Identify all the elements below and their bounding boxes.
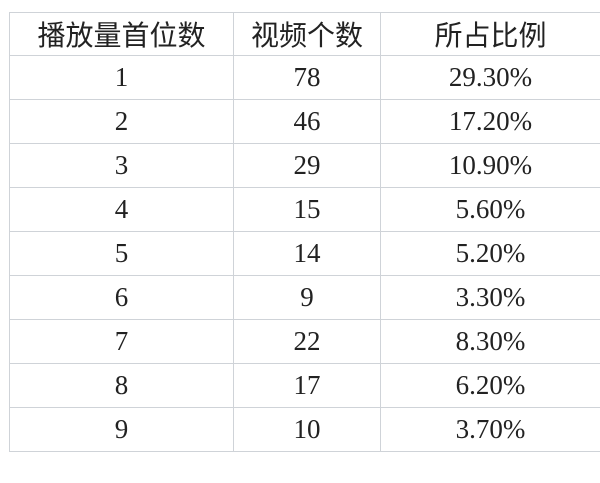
cell-first-digit: 8: [9, 363, 234, 408]
cell-percentage: 8.30%: [380, 319, 600, 364]
table-row: 2 46 17.20%: [9, 99, 600, 144]
cell-video-count: 14: [233, 231, 381, 276]
cell-video-count: 29: [233, 143, 381, 188]
data-table: 播放量首位数 视频个数 所占比例 1 78 29.30% 2 46 17.20% 3 29 10…: [9, 12, 600, 452]
cell-video-count: 10: [233, 407, 381, 452]
table-row: 4 15 5.60%: [9, 187, 600, 232]
header-row: 播放量首位数 视频个数 所占比例: [9, 12, 600, 56]
cell-first-digit: 7: [9, 319, 234, 364]
cell-video-count: 15: [233, 187, 381, 232]
cell-first-digit: 5: [9, 231, 234, 276]
header-percentage: 所占比例: [380, 12, 600, 56]
cell-first-digit: 1: [9, 55, 234, 100]
cell-first-digit: 4: [9, 187, 234, 232]
cell-percentage: 5.20%: [380, 231, 600, 276]
cell-first-digit: 2: [9, 99, 234, 144]
cell-video-count: 78: [233, 55, 381, 100]
cell-video-count: 17: [233, 363, 381, 408]
table-row: 6 9 3.30%: [9, 275, 600, 320]
cell-percentage: 3.30%: [380, 275, 600, 320]
table-row: 5 14 5.20%: [9, 231, 600, 276]
cell-first-digit: 6: [9, 275, 234, 320]
table-row: 1 78 29.30%: [9, 55, 600, 100]
table-row: 3 29 10.90%: [9, 143, 600, 188]
cell-percentage: 10.90%: [380, 143, 600, 188]
header-video-count: 视频个数: [233, 12, 381, 56]
table-row: 7 22 8.30%: [9, 319, 600, 364]
cell-percentage: 17.20%: [380, 99, 600, 144]
cell-video-count: 22: [233, 319, 381, 364]
cell-percentage: 29.30%: [380, 55, 600, 100]
cell-video-count: 9: [233, 275, 381, 320]
table-row: 9 10 3.70%: [9, 407, 600, 452]
table-row: 8 17 6.20%: [9, 363, 600, 408]
cell-video-count: 46: [233, 99, 381, 144]
cell-first-digit: 9: [9, 407, 234, 452]
cell-percentage: 6.20%: [380, 363, 600, 408]
cell-percentage: 3.70%: [380, 407, 600, 452]
cell-percentage: 5.60%: [380, 187, 600, 232]
cell-first-digit: 3: [9, 143, 234, 188]
header-first-digit: 播放量首位数: [9, 12, 234, 56]
